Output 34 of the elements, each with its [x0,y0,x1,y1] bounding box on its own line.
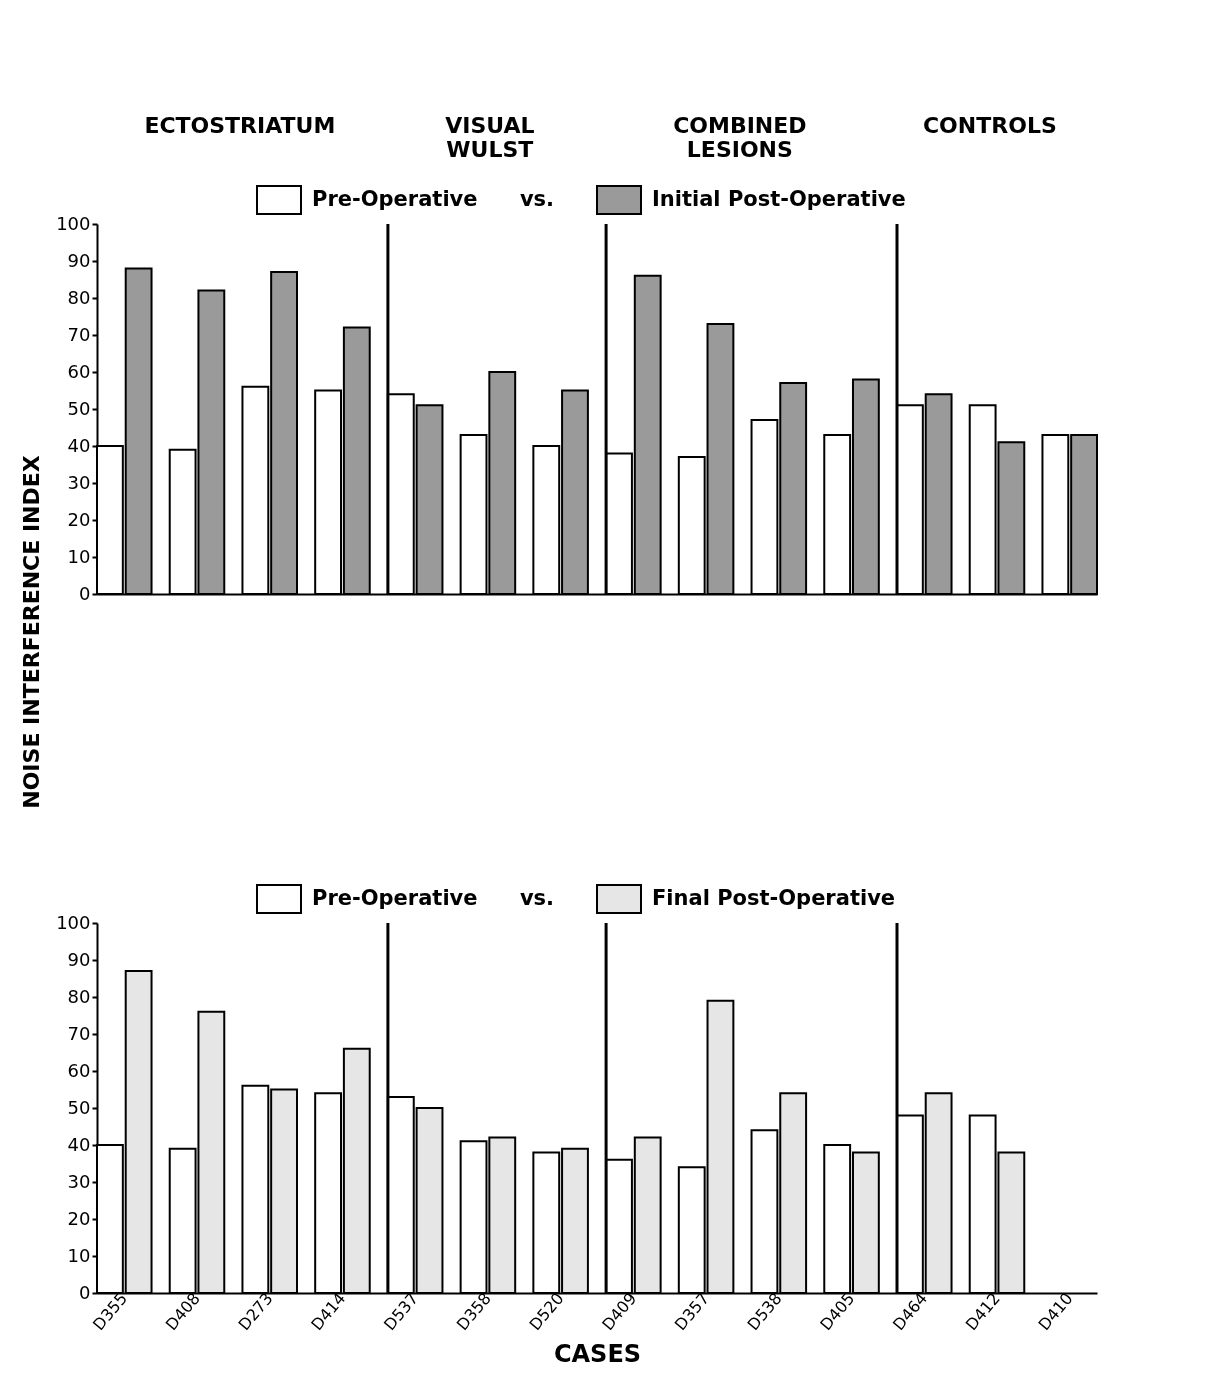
y-tick-label: 100 [56,911,91,933]
y-tick-label: 10 [67,545,91,567]
text: ECTOSTRIATUM [144,113,336,138]
y-tick-label: 30 [67,471,91,493]
y-axis-title: NOISE INTERFERENCE INDEX [19,455,45,809]
legend-label: Final Post-Operative [652,886,896,910]
y-tick-label: 20 [67,508,91,530]
y-tick-label: 30 [67,1170,91,1192]
y-tick-label: 90 [67,249,91,271]
y-tick-label: 0 [79,582,91,604]
y-tick-label: 70 [67,323,91,345]
y-tick-label: 0 [79,1281,91,1303]
y-tick-label: 50 [67,397,91,419]
y-tick-label: 40 [67,1133,91,1155]
y-tick-label: 10 [67,1244,91,1266]
y-tick-label: 50 [67,1096,91,1118]
x-axis-title: CASES [553,1340,642,1369]
text: VISUAL WULST [445,113,535,162]
y-tick-label: 80 [67,985,91,1007]
y-tick-label: 20 [67,1207,91,1229]
legend-label: Pre-Operative [312,187,478,211]
y-tick-label: 70 [67,1022,91,1044]
legend-title: vs. [519,187,555,211]
text: CONTROLS [922,113,1057,138]
y-tick-label: 100 [56,212,91,234]
y-tick-label: 60 [67,360,91,382]
y-tick-label: 90 [67,948,91,970]
text: COMBINED LESIONS [673,113,807,162]
y-tick-label: 80 [67,286,91,308]
legend-label: Pre-Operative [312,886,478,910]
legend-label: Initial Post-Operative [652,187,906,211]
legend-title: vs. [519,886,555,910]
y-tick-label: 60 [67,1059,91,1081]
y-tick-label: 40 [67,434,91,456]
